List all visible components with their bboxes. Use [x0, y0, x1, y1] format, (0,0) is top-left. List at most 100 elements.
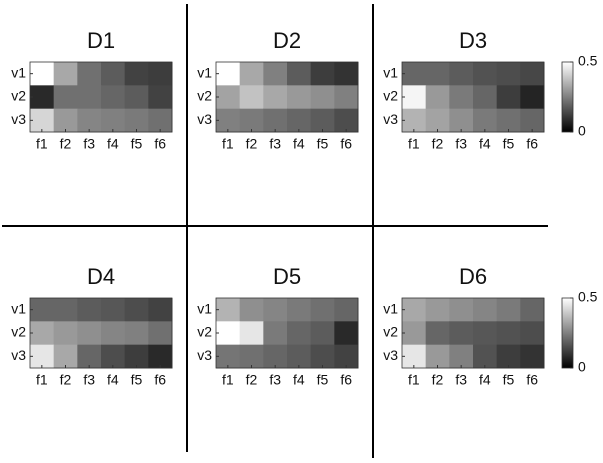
heat-cell: [449, 344, 474, 369]
heat-cell: [263, 62, 288, 86]
colorbar-tick-label: 0: [578, 123, 586, 139]
x-tick-label: f1: [222, 136, 234, 152]
heat-cell: [520, 108, 545, 133]
heat-cell: [520, 344, 545, 369]
x-tick-label: f6: [154, 372, 166, 388]
heat-cell: [402, 344, 427, 369]
heat-cell: [334, 108, 359, 133]
x-tick-label: f3: [269, 136, 281, 152]
y-tick-label: v3: [11, 111, 26, 127]
heat-cell: [148, 344, 173, 369]
heat-cell: [449, 85, 474, 110]
heat-cell: [53, 344, 78, 369]
heat-cell: [53, 62, 78, 86]
heat-cell: [287, 85, 312, 110]
heat-cell: [216, 344, 241, 369]
x-tick-label: f4: [107, 136, 119, 152]
heat-cell: [310, 85, 335, 110]
heat-cell: [496, 298, 521, 322]
heat-cell: [216, 321, 241, 346]
heat-cell: [520, 321, 545, 346]
heat-cell: [77, 85, 102, 110]
heat-cell: [30, 344, 55, 369]
heat-cell: [53, 298, 78, 322]
heat-cell: [520, 85, 545, 110]
heat-cell: [310, 321, 335, 346]
heat-cell: [520, 62, 545, 86]
x-tick-label: f1: [408, 372, 420, 388]
x-tick-label: f4: [479, 136, 491, 152]
heat-cell: [216, 62, 241, 86]
heat-cell: [287, 108, 312, 133]
x-tick-label: f5: [503, 372, 515, 388]
heat-cell: [402, 108, 427, 133]
heat-cell: [101, 321, 126, 346]
x-tick-label: f3: [83, 372, 95, 388]
x-tick-label: f1: [408, 136, 420, 152]
heat-cell: [239, 298, 264, 322]
x-tick-label: f2: [246, 372, 258, 388]
heat-cell: [449, 62, 474, 86]
colorbar-tick-label: 0: [578, 359, 586, 375]
y-tick-label: v3: [383, 347, 398, 363]
heat-cell: [239, 85, 264, 110]
y-tick-label: v3: [197, 347, 212, 363]
y-tick-label: v1: [383, 300, 398, 316]
heat-cell: [402, 321, 427, 346]
heat-cell: [449, 298, 474, 322]
heat-cell: [310, 344, 335, 369]
heat-cell: [310, 62, 335, 86]
heat-cell: [425, 62, 450, 86]
x-tick-label: f2: [432, 136, 444, 152]
heat-cell: [263, 298, 288, 322]
heat-cell: [520, 298, 545, 322]
heat-cell: [53, 85, 78, 110]
heat-cell: [101, 62, 126, 86]
heat-cell: [496, 344, 521, 369]
y-tick-label: v3: [11, 347, 26, 363]
colorbar-tick-label: 0.5: [578, 289, 598, 305]
x-tick-label: f3: [269, 372, 281, 388]
y-tick-label: v2: [11, 324, 26, 340]
heat-cell: [101, 85, 126, 110]
heat-cell: [124, 321, 149, 346]
chart-title: D2: [273, 28, 301, 53]
heat-cell: [239, 62, 264, 86]
x-tick-label: f4: [479, 372, 491, 388]
x-tick-label: f2: [60, 136, 72, 152]
chart-title: D5: [273, 264, 301, 289]
heat-cell: [334, 344, 359, 369]
x-tick-label: f6: [154, 136, 166, 152]
y-tick-label: v2: [383, 88, 398, 104]
x-tick-label: f3: [83, 136, 95, 152]
colorbar: [561, 297, 574, 369]
y-tick-label: v1: [197, 64, 212, 80]
x-tick-label: f4: [293, 372, 305, 388]
x-tick-label: f2: [432, 372, 444, 388]
heat-cell: [53, 108, 78, 133]
heat-cell: [473, 108, 498, 133]
heat-cell: [425, 298, 450, 322]
x-tick-label: f3: [455, 372, 467, 388]
heat-cell: [449, 108, 474, 133]
heat-cell: [425, 85, 450, 110]
heat-cell: [425, 344, 450, 369]
heat-cell: [473, 344, 498, 369]
heat-cell: [124, 108, 149, 133]
heat-cell: [77, 298, 102, 322]
heat-cell: [77, 108, 102, 133]
y-tick-label: v2: [383, 324, 398, 340]
heat-cell: [263, 321, 288, 346]
heat-cell: [402, 62, 427, 86]
heat-cell: [30, 108, 55, 133]
heat-cell: [496, 85, 521, 110]
y-tick-label: v1: [383, 64, 398, 80]
heat-cell: [216, 108, 241, 133]
heat-cell: [263, 344, 288, 369]
heat-cell: [287, 344, 312, 369]
heat-cell: [496, 108, 521, 133]
heat-cell: [263, 108, 288, 133]
chart-title: D3: [459, 28, 487, 53]
y-tick-label: v3: [197, 111, 212, 127]
